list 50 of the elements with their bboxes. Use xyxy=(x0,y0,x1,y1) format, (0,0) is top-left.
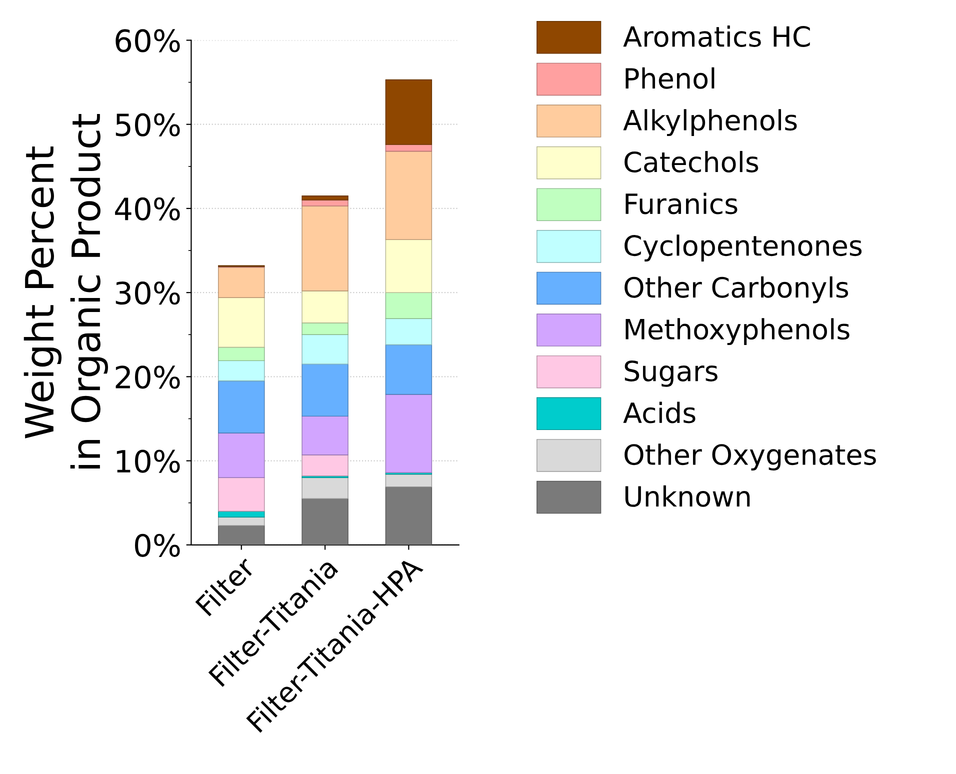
bar xyxy=(385,79,432,145)
bar xyxy=(218,525,265,545)
bar xyxy=(385,239,432,293)
bar xyxy=(218,346,265,362)
y-tick-label: 30% xyxy=(116,282,180,305)
bar xyxy=(385,344,432,395)
bar xyxy=(302,200,348,206)
legend-label: Phenol xyxy=(626,67,714,89)
bar xyxy=(302,416,348,456)
bar xyxy=(218,516,265,526)
bar xyxy=(218,266,265,298)
bar xyxy=(385,474,432,488)
bar xyxy=(302,206,348,292)
bar xyxy=(218,360,265,382)
bar xyxy=(302,477,348,499)
bar xyxy=(218,297,265,348)
legend-label: Acids xyxy=(623,402,696,424)
y-axis-title: Weight Percent in Organic Product xyxy=(24,114,108,468)
y-tick-label: 60% xyxy=(116,29,180,52)
bar xyxy=(385,150,432,240)
y-tick-label: 50% xyxy=(116,113,180,136)
legend-label: Other Oxygenates xyxy=(624,444,876,470)
bar xyxy=(385,318,432,346)
y-tick-label: 0% xyxy=(135,534,180,557)
bar xyxy=(302,322,348,335)
y-tick-label: 20% xyxy=(116,366,180,389)
legend-label: Other Carbonyls xyxy=(624,276,848,304)
bar xyxy=(302,196,348,200)
legend-label: Methoxyphenols xyxy=(626,318,850,346)
bar xyxy=(218,477,265,512)
legend-label: Unknown xyxy=(625,485,750,507)
y-tick-label: 40% xyxy=(115,197,180,221)
legend-label: Alkylphenols xyxy=(623,109,797,136)
legend-label: Sugars xyxy=(624,360,718,387)
bar xyxy=(302,498,348,545)
bar xyxy=(218,510,265,518)
bar xyxy=(218,432,265,478)
bar xyxy=(385,292,432,319)
legend-label: Cyclopentenones xyxy=(624,234,862,262)
y-tick-label: 10% xyxy=(116,450,180,473)
bar xyxy=(385,394,432,473)
bar xyxy=(218,380,265,434)
legend-label: Furanics xyxy=(626,192,738,214)
bar xyxy=(385,486,432,545)
bar xyxy=(302,334,348,364)
bar xyxy=(302,290,348,324)
legend-label: Catechols xyxy=(624,150,758,172)
bar xyxy=(302,454,348,476)
bar xyxy=(302,364,348,417)
legend-label: Aromatics HC xyxy=(623,26,810,48)
